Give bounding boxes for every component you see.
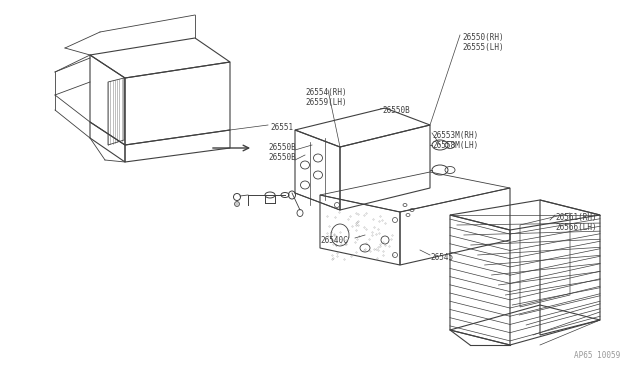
Text: 26540C: 26540C — [320, 236, 348, 245]
Text: 26550B: 26550B — [382, 106, 410, 115]
Text: 26555(LH): 26555(LH) — [462, 43, 504, 52]
Text: 26551: 26551 — [270, 123, 293, 132]
Text: 26550B: 26550B — [268, 143, 296, 152]
Text: 26561(RH): 26561(RH) — [555, 213, 596, 222]
Text: 26559(LH): 26559(LH) — [305, 98, 347, 107]
Text: 26553M(RH): 26553M(RH) — [432, 131, 478, 140]
Text: 26558M(LH): 26558M(LH) — [432, 141, 478, 150]
Text: 26545: 26545 — [430, 253, 453, 262]
Text: 26566(LH): 26566(LH) — [555, 223, 596, 232]
Text: 26550B: 26550B — [268, 153, 296, 162]
Text: 26554(RH): 26554(RH) — [305, 88, 347, 97]
Text: AP65 10059: AP65 10059 — [573, 351, 620, 360]
Ellipse shape — [234, 202, 239, 206]
Text: 26550(RH): 26550(RH) — [462, 33, 504, 42]
